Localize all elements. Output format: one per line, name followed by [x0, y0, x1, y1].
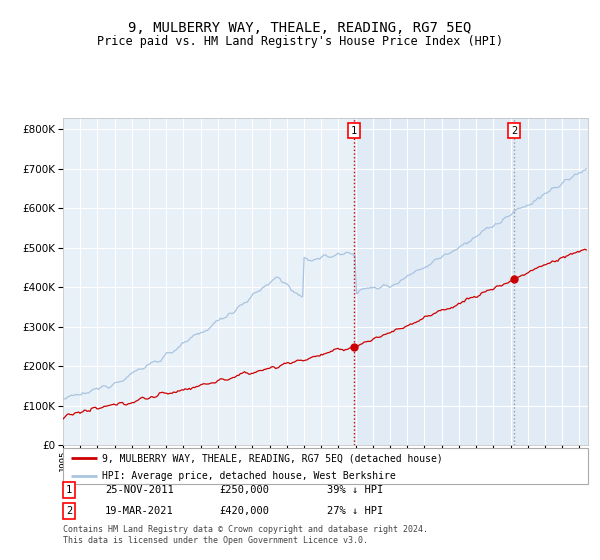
Text: Price paid vs. HM Land Registry's House Price Index (HPI): Price paid vs. HM Land Registry's House … [97, 35, 503, 48]
Text: 2: 2 [66, 506, 72, 516]
Text: 9, MULBERRY WAY, THEALE, READING, RG7 5EQ (detached house): 9, MULBERRY WAY, THEALE, READING, RG7 5E… [103, 453, 443, 463]
Text: This data is licensed under the Open Government Licence v3.0.: This data is licensed under the Open Gov… [63, 536, 368, 545]
FancyBboxPatch shape [63, 448, 588, 484]
Text: £250,000: £250,000 [219, 485, 269, 495]
Text: 27% ↓ HPI: 27% ↓ HPI [327, 506, 383, 516]
Text: 39% ↓ HPI: 39% ↓ HPI [327, 485, 383, 495]
Text: 25-NOV-2011: 25-NOV-2011 [105, 485, 174, 495]
Text: 2: 2 [511, 126, 517, 136]
Text: 1: 1 [66, 485, 72, 495]
Text: HPI: Average price, detached house, West Berkshire: HPI: Average price, detached house, West… [103, 472, 396, 482]
Bar [354, 118, 588, 445]
Text: £420,000: £420,000 [219, 506, 269, 516]
Text: 19-MAR-2021: 19-MAR-2021 [105, 506, 174, 516]
Text: 1: 1 [351, 126, 357, 136]
Text: Contains HM Land Registry data © Crown copyright and database right 2024.: Contains HM Land Registry data © Crown c… [63, 525, 428, 534]
Text: 9, MULBERRY WAY, THEALE, READING, RG7 5EQ: 9, MULBERRY WAY, THEALE, READING, RG7 5E… [128, 21, 472, 35]
